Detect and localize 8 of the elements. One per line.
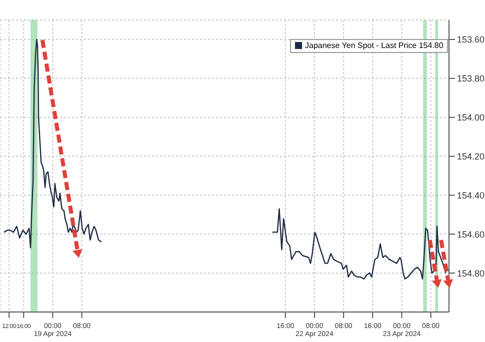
legend-label: Japanese Yen Spot - Last Price 154.80 [304,41,444,50]
y-tick-label: 154.20 [457,151,485,162]
y-tick-label: 154.80 [457,268,485,278]
y-tick-label: 154.60 [457,229,485,240]
y-tick-label: 153.80 [457,74,485,84]
y-tick-label: 153.60 [457,34,485,45]
y-tick-label: 154.00 [457,112,485,123]
y-tick-label: 154.40 [457,190,485,200]
